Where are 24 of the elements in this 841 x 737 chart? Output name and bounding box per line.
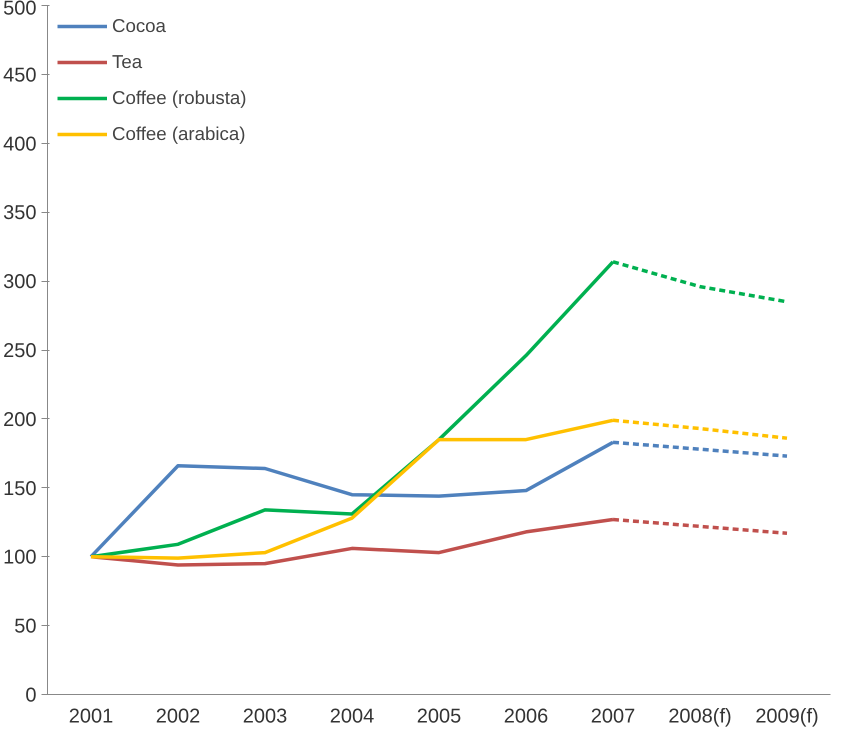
y-tick-label: 200 (3, 408, 37, 431)
y-tick-label: 350 (3, 202, 37, 224)
y-tick-label: 100 (3, 546, 37, 569)
x-tick-label: 2001 (68, 706, 114, 728)
x-tick-label: 2004 (330, 706, 374, 728)
x-tick-label: 2005 (416, 706, 462, 728)
y-tick-label: 50 (14, 616, 37, 638)
x-tick-label: 2009(f) (755, 706, 819, 728)
x-tick-label: 2003 (242, 706, 288, 728)
x-tick-label: 2007 (590, 706, 636, 728)
legend-label: Tea (112, 51, 142, 73)
y-tick-label: 300 (3, 271, 37, 294)
x-tick-label: 2006 (504, 706, 548, 728)
x-tick-label: 2002 (156, 706, 200, 728)
legend-label: Coffee (arabica) (112, 123, 246, 145)
y-tick-label: 400 (3, 133, 37, 156)
y-tick-label: 150 (3, 478, 37, 500)
y-tick-label: 450 (3, 64, 37, 86)
legend-label: Coffee (robusta) (112, 87, 246, 109)
legend-label: Cocoa (112, 15, 166, 37)
y-tick-label: 250 (3, 340, 37, 362)
y-tick-label: 0 (25, 684, 36, 706)
y-tick-label: 500 (3, 0, 37, 20)
x-tick-label: 2008(f) (668, 706, 732, 728)
